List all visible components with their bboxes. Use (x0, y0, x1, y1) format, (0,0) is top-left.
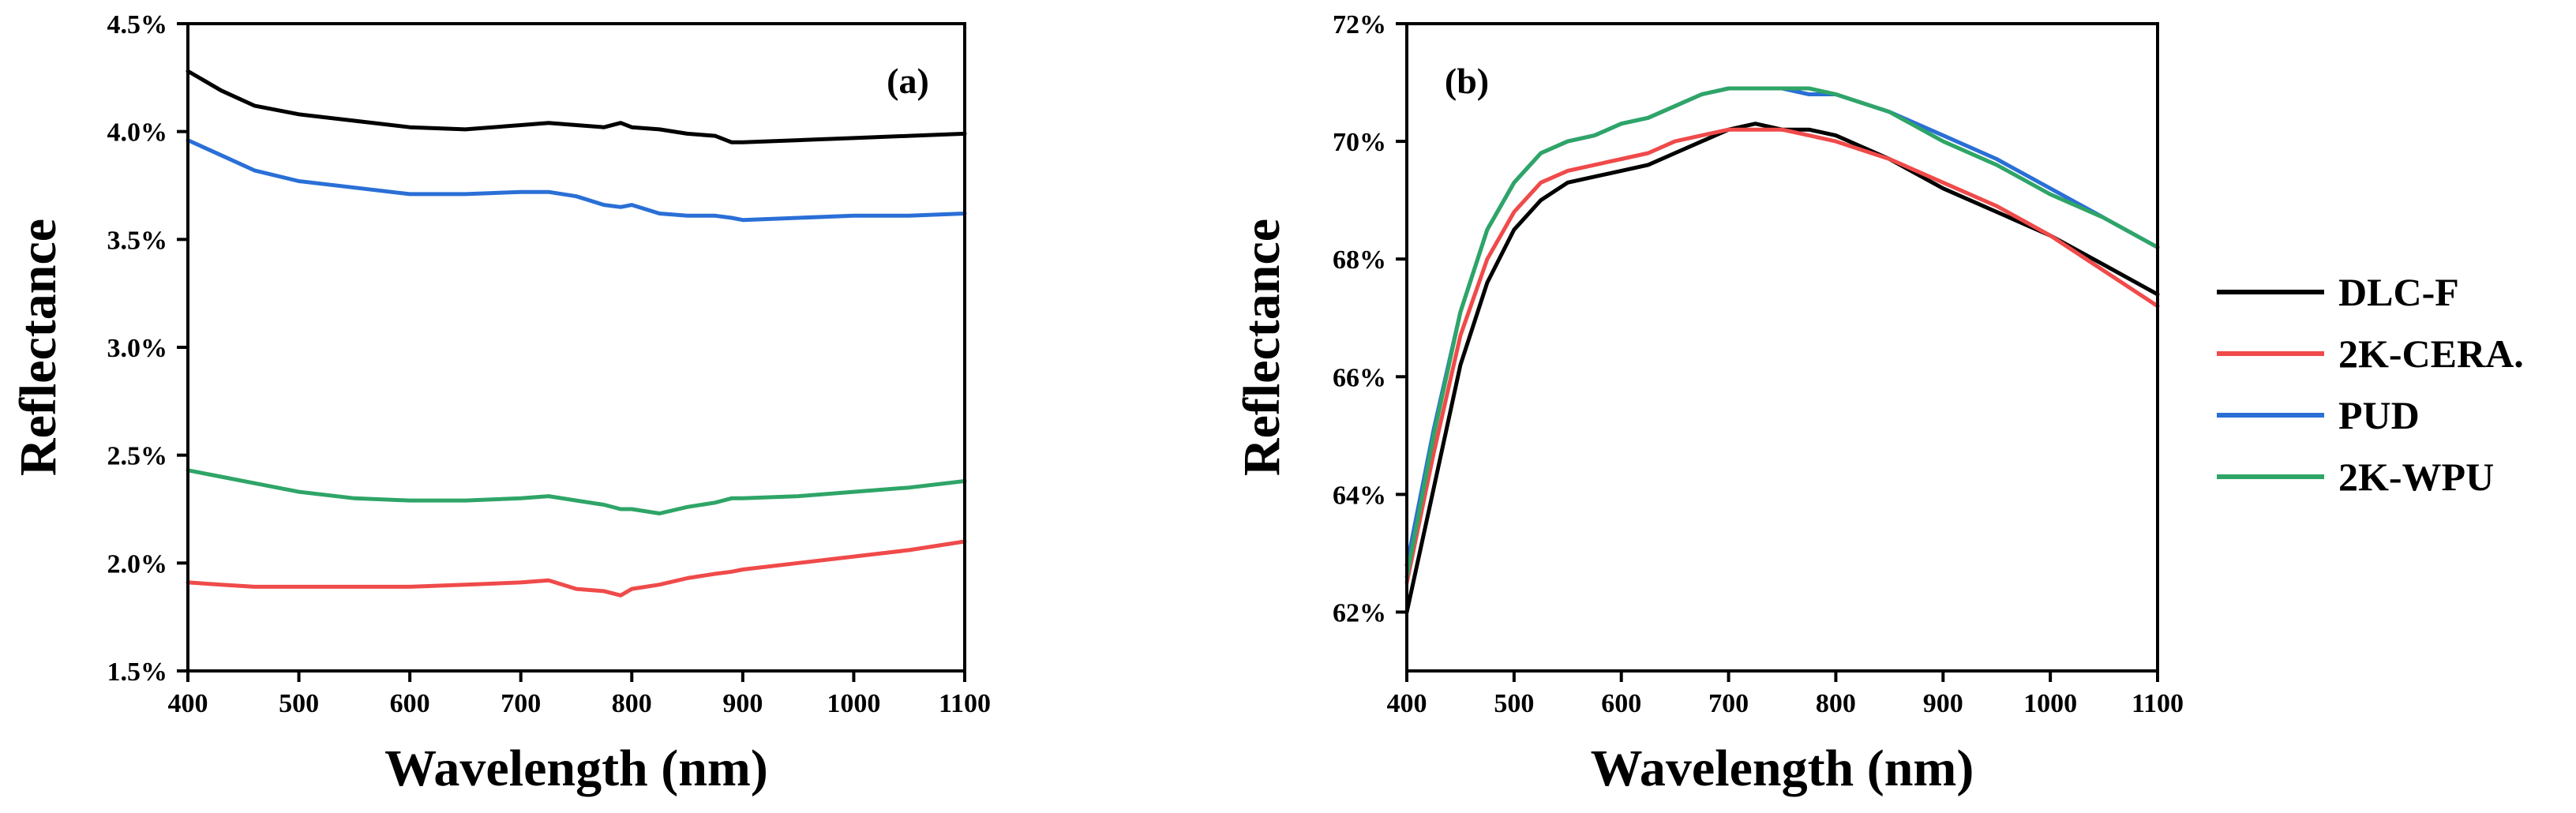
plot-frame (1405, 22, 2159, 673)
x-tick-label: 600 (1601, 689, 1641, 718)
x-tick-label: 500 (1494, 689, 1534, 718)
y-tick-label: 4.0% (107, 118, 168, 148)
x-tick-label: 500 (279, 689, 319, 718)
y-tick-label: 1.5% (107, 658, 168, 687)
y-tick-label: 64% (1333, 481, 1386, 510)
x-tick-label: 700 (1708, 689, 1749, 718)
series-line-dlc-f (186, 69, 967, 144)
x-tick-label: 1100 (939, 689, 991, 718)
legend-label-2k-cera: 2K-CERA. (2338, 332, 2524, 376)
panel-label: (a) (887, 61, 929, 101)
series-line-pud (1404, 86, 2160, 568)
x-tick-label: 1000 (827, 689, 880, 718)
x-axis-title: Wavelength (nm) (384, 740, 768, 797)
plot-frame (186, 22, 966, 673)
x-tick-label: 600 (390, 689, 430, 718)
x-tick-label: 1100 (2132, 689, 2184, 718)
legend-label-pud: PUD (2338, 393, 2420, 437)
legend-label-dlc-f: DLC-F (2338, 270, 2459, 314)
y-tick-label: 2.0% (107, 549, 168, 579)
series-line-2k-cera (186, 539, 967, 598)
series-line-dlc-f (1404, 122, 2160, 614)
x-tick-label: 900 (722, 689, 763, 718)
y-tick-label: 2.5% (107, 442, 168, 471)
x-tick-label: 400 (168, 689, 208, 718)
legend-label-2k-wpu: 2K-WPU (2338, 455, 2494, 499)
panel-b-chart: 400 500 600 700 800 900 1000 1100 62% 64% 66% 68% 70… (1233, 10, 2184, 797)
y-axis-title: Reflectance (1233, 219, 1291, 476)
series-line-2k-wpu (186, 468, 967, 515)
x-tick-label: 800 (612, 689, 652, 718)
x-tick-label: 1000 (2023, 689, 2077, 718)
x-tick-label: 400 (1387, 689, 1427, 718)
y-axis-title: Reflectance (9, 219, 67, 476)
y-tick-label: 3.0% (107, 334, 168, 363)
x-tick-label: 900 (1923, 689, 1963, 718)
y-tick-label: 70% (1333, 128, 1386, 157)
panel-label: (b) (1445, 61, 1489, 101)
legend: DLC-F 2K-CERA. PUD 2K-WPU (2217, 270, 2524, 499)
y-tick-label: 4.5% (107, 10, 168, 39)
series-line-pud (186, 138, 967, 223)
y-tick-label: 68% (1333, 245, 1386, 275)
y-tick-label: 72% (1333, 10, 1386, 39)
series-line-2k-cera (1404, 127, 2160, 585)
x-tick-label: 800 (1816, 689, 1856, 718)
y-tick-label: 62% (1333, 598, 1386, 628)
x-axis-title: Wavelength (nm) (1591, 740, 1974, 797)
y-tick-label: 3.5% (107, 226, 168, 255)
series-line-2k-wpu (1404, 86, 2160, 579)
x-tick-label: 700 (501, 689, 541, 718)
y-tick-label: 66% (1333, 363, 1386, 392)
panel-a-chart: 400 500 600 700 800 900 1000 1100 1.5% 2.0% 2.5% 3.… (9, 10, 991, 797)
